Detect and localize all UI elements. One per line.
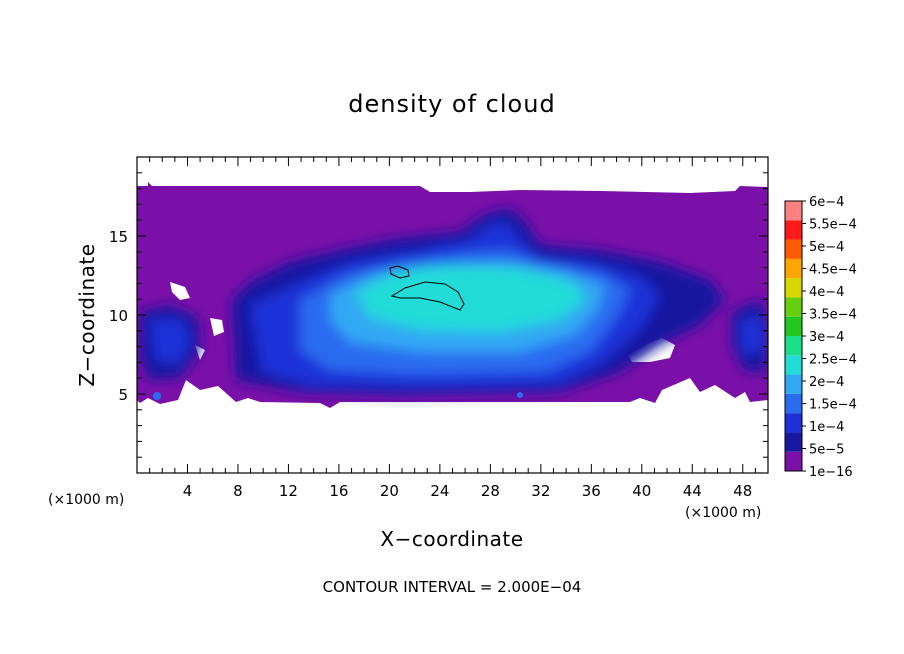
colorbar-label: 1e−4 xyxy=(809,420,844,435)
colorbar-swatch xyxy=(785,201,802,221)
x-axis-unit: (×1000 m) xyxy=(685,505,761,521)
x-tick-label: 40 xyxy=(632,482,651,500)
colorbar-swatch xyxy=(785,374,802,394)
colorbar-label: 4.5e−4 xyxy=(809,263,857,278)
colorbar-label: 2.5e−4 xyxy=(809,353,857,368)
colorbar-label: 2e−4 xyxy=(809,375,844,390)
x-tick-labels: 4 8 12 16 20 24 28 32 36 40 44 48 xyxy=(183,482,753,500)
colorbar-swatch xyxy=(785,451,802,471)
colorbar-swatch xyxy=(785,258,802,279)
colorbar-swatch xyxy=(785,278,802,298)
y-tick-labels: 5 10 15 xyxy=(109,228,128,404)
x-axis-title: X−coordinate xyxy=(380,527,523,551)
colorbar-swatch xyxy=(785,393,802,414)
colorbar-swatch xyxy=(785,336,802,356)
x-tick-label: 16 xyxy=(329,482,348,500)
colorbar-label: 4e−4 xyxy=(809,285,844,300)
y-axis-unit: (×1000 m) xyxy=(48,492,124,508)
colorbar-swatch xyxy=(785,316,802,336)
chart-title: density of cloud xyxy=(348,90,555,118)
colorbar-swatch xyxy=(785,432,802,452)
x-tick-label: 24 xyxy=(430,482,449,500)
y-tick-label: 15 xyxy=(109,228,128,246)
colorbar-label: 6e−4 xyxy=(809,195,844,210)
x-tick-label: 36 xyxy=(582,482,601,500)
colorbar-label: 3.5e−4 xyxy=(809,308,857,323)
colorbar-label: 3e−4 xyxy=(809,330,844,345)
x-tick-label: 8 xyxy=(233,482,243,500)
colorbar-label: 1.5e−4 xyxy=(809,398,857,413)
cloud-region-2-5e-4 xyxy=(355,266,585,332)
x-tick-label: 4 xyxy=(183,482,193,500)
axis-ticks xyxy=(137,157,768,473)
x-tick-label: 12 xyxy=(279,482,298,500)
y-tick-label: 5 xyxy=(118,386,128,404)
colorbar-swatch xyxy=(785,413,802,433)
x-tick-label: 20 xyxy=(380,482,399,500)
contour-line xyxy=(389,265,410,279)
colorbar-swatch xyxy=(785,355,802,375)
colorbar: 1e−16 5e−5 1e−4 1.5e−4 2e−4 2.5e−4 3e−4 3.5e−4 4… xyxy=(784,195,857,480)
colorbar-label: 1e−16 xyxy=(809,465,853,480)
plot-area xyxy=(137,157,768,473)
colorbar-swatch xyxy=(785,297,802,317)
colorbar-label: 5e−5 xyxy=(809,443,844,458)
contour-lines xyxy=(389,265,465,311)
colorbar-label: 5e−4 xyxy=(809,240,844,255)
colorbar-label: 5.5e−4 xyxy=(809,218,857,233)
contour-line xyxy=(390,281,465,311)
contour-interval-note: CONTOUR INTERVAL = 2.000E−04 xyxy=(323,578,582,596)
x-tick-label: 32 xyxy=(531,482,550,500)
y-tick-label: 10 xyxy=(109,307,128,325)
x-tick-label: 28 xyxy=(481,482,500,500)
x-tick-label: 44 xyxy=(683,482,702,500)
x-tick-label: 48 xyxy=(733,482,752,500)
y-axis-title: Z−coordinate xyxy=(75,243,99,386)
colorbar-swatch xyxy=(785,220,802,240)
colorbar-swatch xyxy=(785,239,802,259)
